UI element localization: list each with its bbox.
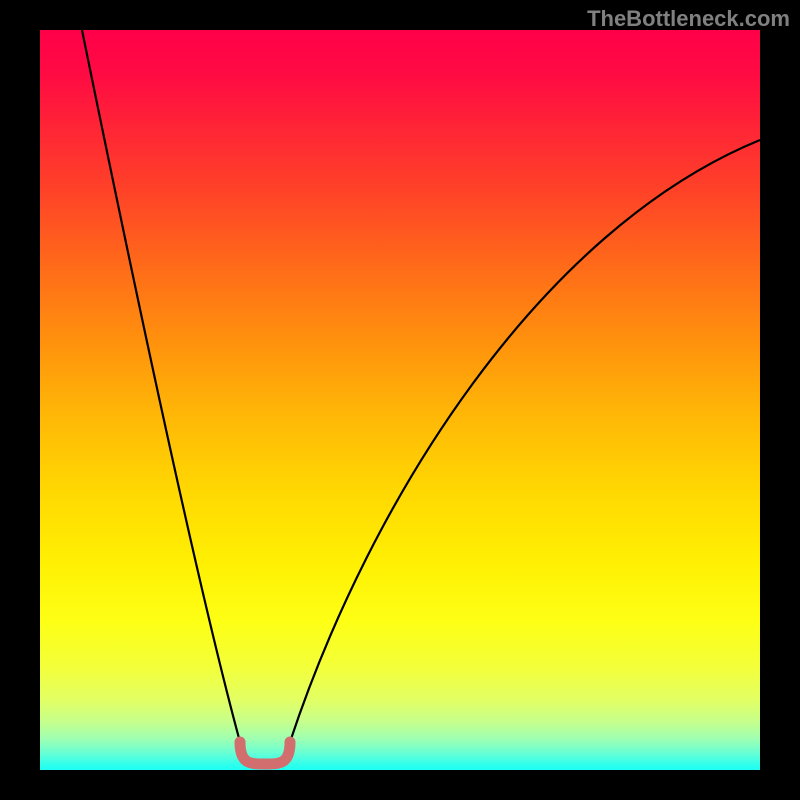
watermark-text: TheBottleneck.com: [587, 6, 790, 32]
chart-svg: [0, 0, 800, 800]
chart-stage: TheBottleneck.com: [0, 0, 800, 800]
plot-background: [40, 30, 760, 770]
